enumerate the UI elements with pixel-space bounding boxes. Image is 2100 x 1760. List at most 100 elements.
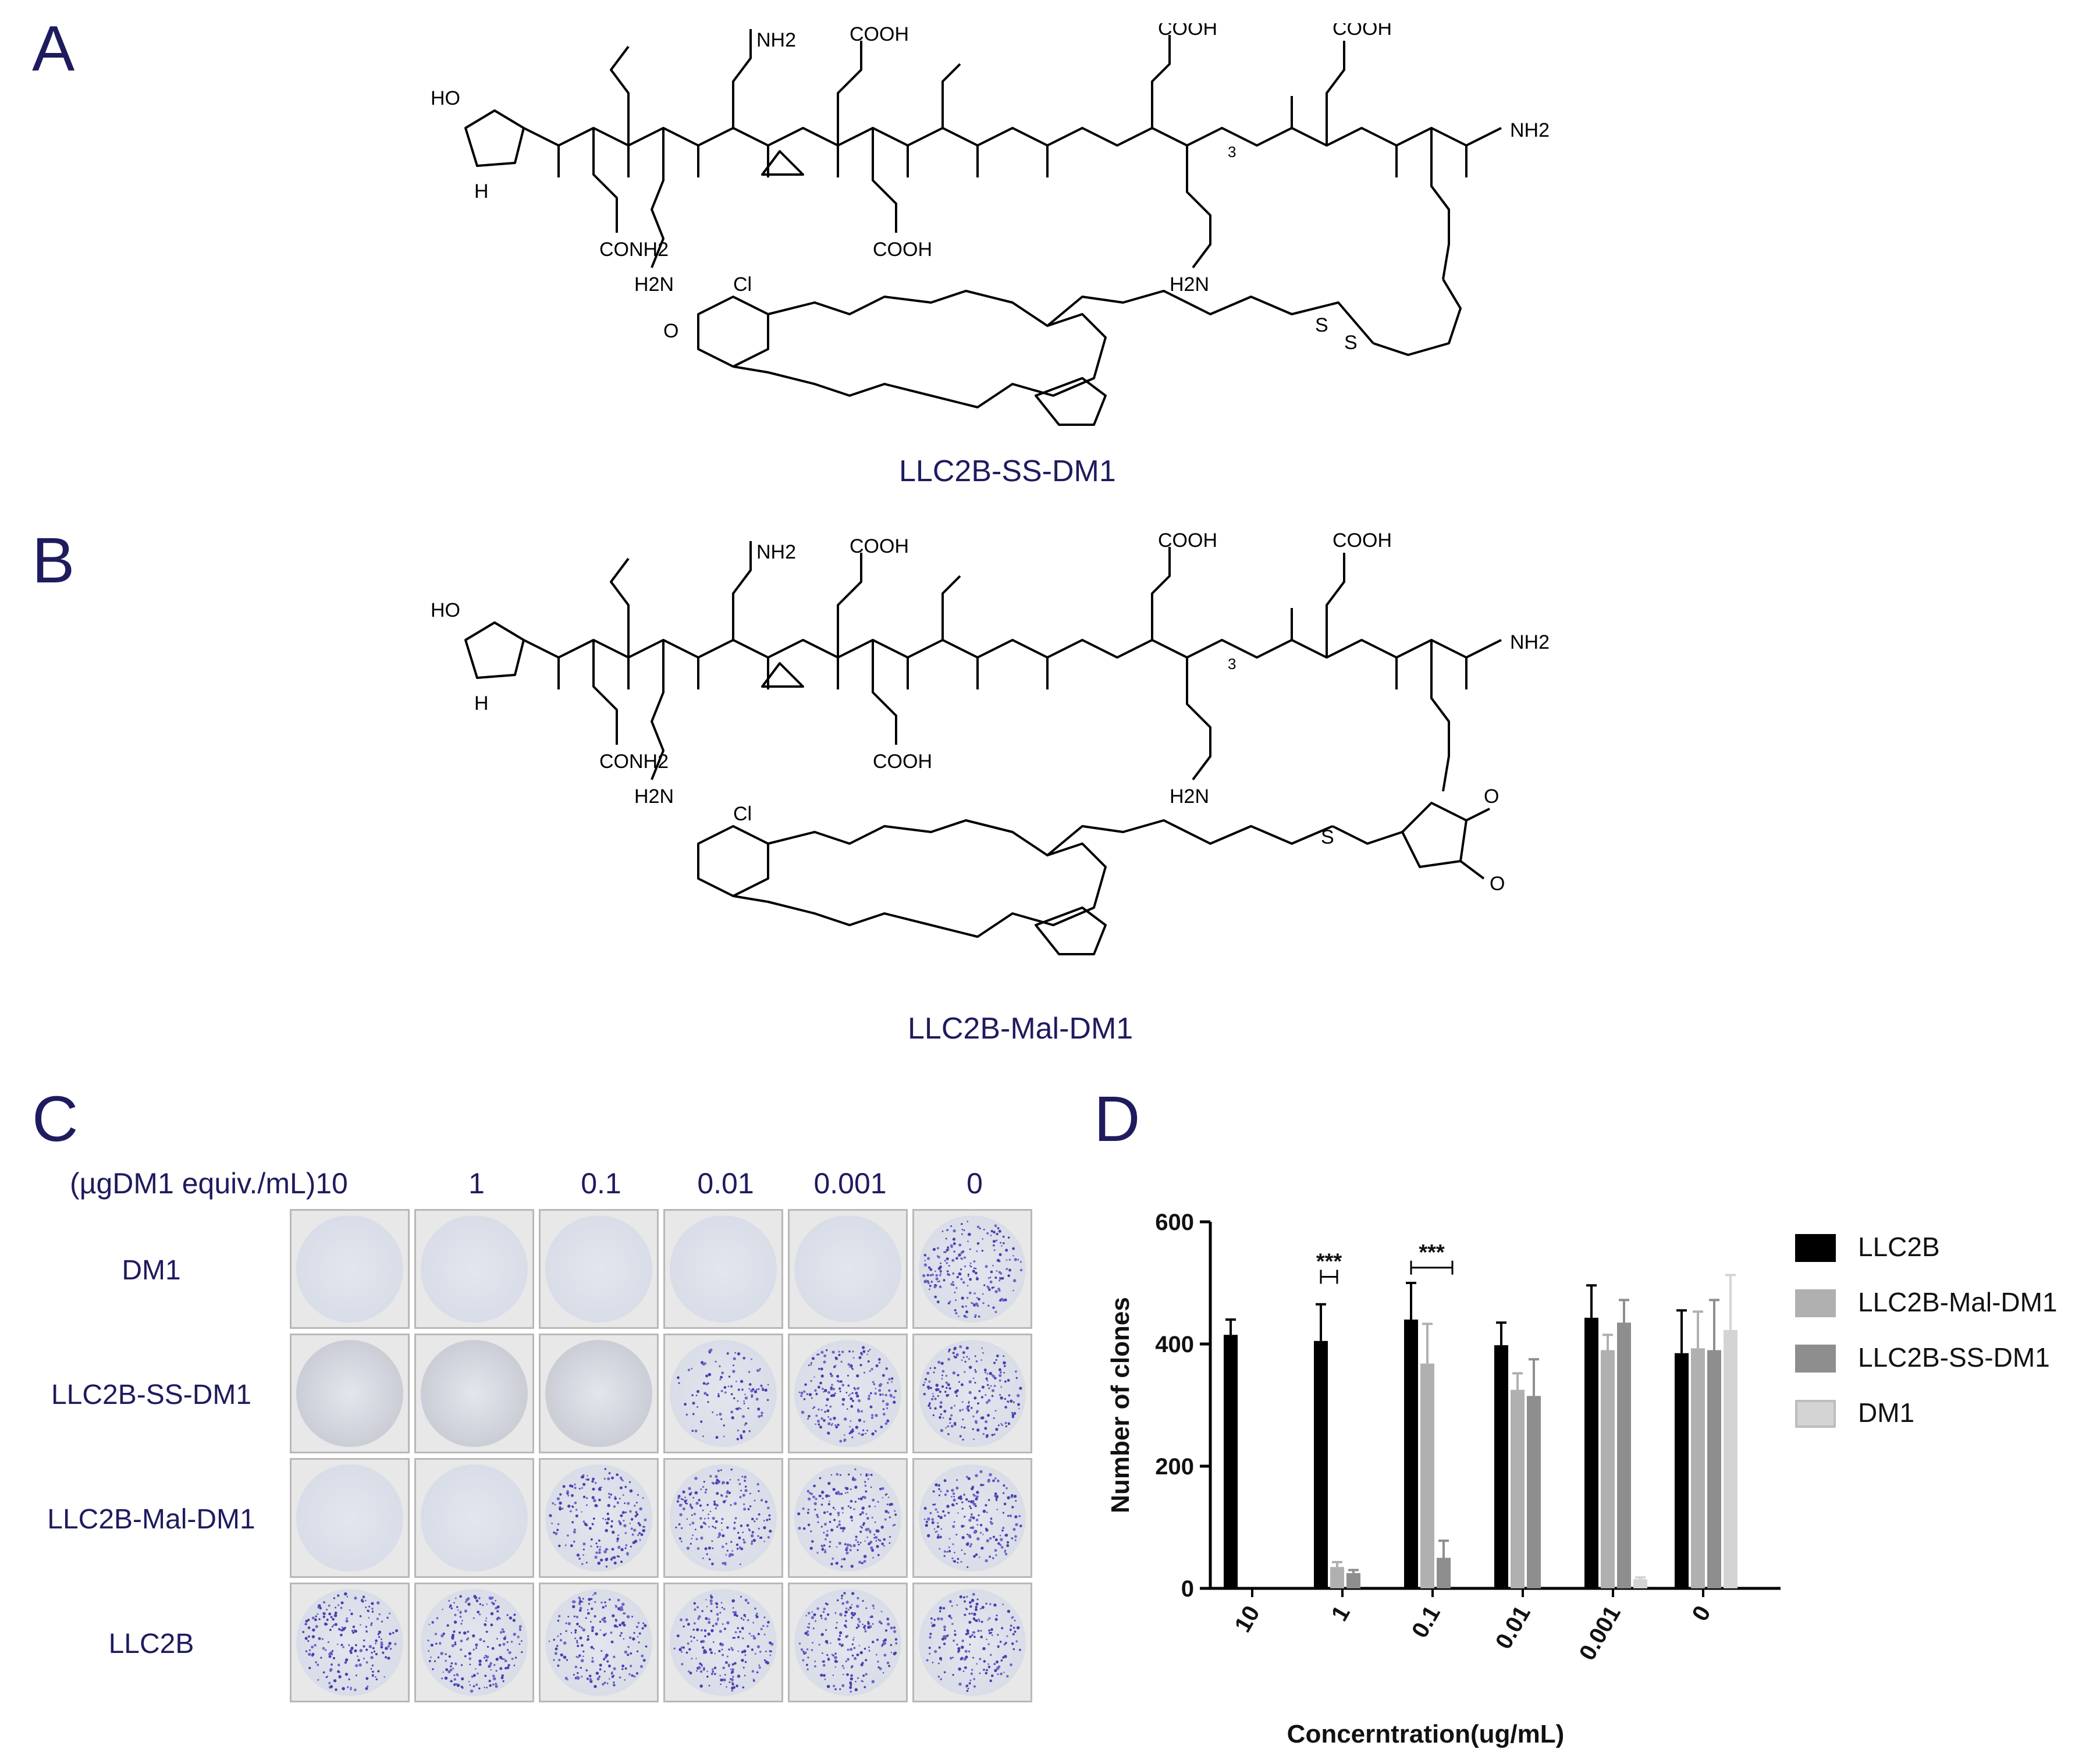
- concentration-label: 10: [315, 1167, 348, 1200]
- well-dish: [794, 1464, 901, 1571]
- legend-swatch: [1795, 1345, 1836, 1373]
- bar: [1437, 1558, 1451, 1588]
- bar: [1691, 1348, 1705, 1588]
- label-o-b2: O: [1490, 873, 1505, 895]
- culture-well: [788, 1334, 908, 1453]
- x-tick-label: 0: [1687, 1602, 1716, 1626]
- label-h2n: H2N: [634, 273, 674, 296]
- treatment-row-label: LLC2B: [108, 1629, 194, 1659]
- significance-label: ***: [1419, 1240, 1445, 1265]
- culture-well: [912, 1209, 1032, 1329]
- label-h2n-b: H2N: [634, 785, 674, 808]
- y-tick-label: 400: [1155, 1332, 1194, 1357]
- well-dish: [794, 1589, 901, 1696]
- structure-llc2b-ss-dm1: HO H CONH2 H2N NH2 COOH COOH COOH COOH H…: [431, 23, 1550, 426]
- culture-well: [539, 1334, 659, 1453]
- culture-well: [912, 1334, 1032, 1453]
- bar: [1617, 1322, 1631, 1588]
- culture-well: [414, 1583, 534, 1702]
- label-s-1: S: [1315, 314, 1328, 336]
- culture-well: [663, 1209, 783, 1329]
- label-conh2: CONH2: [599, 239, 669, 261]
- well-dish: [919, 1464, 1026, 1571]
- bar: [1633, 1579, 1647, 1588]
- label-o-b1: O: [1484, 785, 1499, 808]
- legend-label: LLC2B-Mal-DM1: [1858, 1287, 2058, 1317]
- bar: [1346, 1573, 1360, 1588]
- well-dish: [670, 1589, 777, 1696]
- label-nh: H: [474, 180, 489, 202]
- culture-well: [788, 1583, 908, 1702]
- well-dish: [545, 1340, 652, 1447]
- label-cl-b: Cl: [733, 803, 752, 825]
- culture-well: [788, 1209, 908, 1329]
- well-dish: [794, 1215, 901, 1322]
- well-dish: [545, 1589, 652, 1696]
- bar: [1675, 1353, 1689, 1588]
- clone-count-bar-chart: 0 200 400 600 Number of clones 10 1 0.1 0.01 0.00…: [1106, 1210, 1781, 1748]
- label-cooh-4: COOH: [1333, 23, 1392, 40]
- concentration-label: 0.1: [581, 1167, 621, 1200]
- legend-label: DM1: [1858, 1398, 1915, 1428]
- treatment-row-label: DM1: [122, 1255, 181, 1286]
- culture-well: [539, 1458, 659, 1578]
- well-dish: [296, 1589, 403, 1696]
- y-tick-label: 200: [1155, 1454, 1194, 1480]
- culture-well: [414, 1334, 534, 1453]
- panel-letter-c: C: [32, 1083, 79, 1155]
- y-tick-label: 0: [1181, 1576, 1194, 1602]
- bar: [1224, 1335, 1238, 1588]
- label-subscript-3: 3: [1228, 143, 1236, 161]
- well-dish: [545, 1215, 652, 1322]
- x-tick-label: 0.1: [1407, 1602, 1445, 1642]
- bar: [1511, 1389, 1525, 1588]
- x-tick-label: 0.001: [1575, 1602, 1626, 1665]
- bar: [1404, 1320, 1418, 1588]
- label-cooh-b4: COOH: [1333, 529, 1392, 552]
- label-cooh-1: COOH: [850, 23, 909, 45]
- significance-label: ***: [1316, 1250, 1342, 1274]
- treatment-row-label: LLC2B-Mal-DM1: [47, 1504, 255, 1535]
- label-cooh-2: COOH: [873, 239, 932, 261]
- legend-swatch: [1795, 1289, 1836, 1317]
- compound-name-a: LLC2B-SS-DM1: [899, 454, 1116, 488]
- well-dish: [421, 1340, 528, 1447]
- well-dish: [670, 1340, 777, 1447]
- label-cooh-b1: COOH: [850, 535, 909, 557]
- legend-swatch: [1795, 1234, 1836, 1262]
- label-conh2-b: CONH2: [599, 751, 669, 773]
- label-cooh-b3: COOH: [1158, 529, 1217, 552]
- culture-well: [290, 1334, 410, 1453]
- x-axis-label: Concerntration(ug/mL): [1287, 1720, 1565, 1748]
- label-o: O: [663, 320, 678, 342]
- culture-well: [663, 1583, 783, 1702]
- label-subscript-3-b: 3: [1228, 655, 1236, 673]
- bar: [1724, 1329, 1737, 1588]
- culture-well: [290, 1458, 410, 1578]
- bar: [1494, 1345, 1508, 1588]
- legend-label: LLC2B-SS-DM1: [1858, 1342, 2050, 1373]
- panel-letter-a: A: [32, 13, 75, 84]
- culture-well: [663, 1458, 783, 1578]
- bar: [1420, 1363, 1434, 1588]
- well-dish: [421, 1215, 528, 1322]
- concentration-label: 1: [468, 1167, 485, 1200]
- bar: [1601, 1350, 1615, 1588]
- concentration-label: 0.001: [813, 1167, 887, 1200]
- label-cl: Cl: [733, 273, 752, 296]
- culture-well: [663, 1334, 783, 1453]
- label-cooh-b2: COOH: [873, 751, 932, 773]
- label-nh2-b2: NH2: [1510, 631, 1550, 653]
- y-axis-label: Number of clones: [1106, 1297, 1135, 1513]
- well-dish: [296, 1215, 403, 1322]
- concentration-label: 0: [967, 1167, 983, 1200]
- well-dish: [421, 1589, 528, 1696]
- label-s-b: S: [1321, 826, 1334, 848]
- x-tick-label: 1: [1327, 1602, 1355, 1626]
- culture-well: [912, 1458, 1032, 1578]
- bar: [1330, 1567, 1344, 1588]
- panel-letter-d: D: [1094, 1083, 1140, 1155]
- culture-well: [912, 1583, 1032, 1702]
- label-h2n-b2: H2N: [1170, 785, 1209, 808]
- label-ho: HO: [431, 87, 460, 109]
